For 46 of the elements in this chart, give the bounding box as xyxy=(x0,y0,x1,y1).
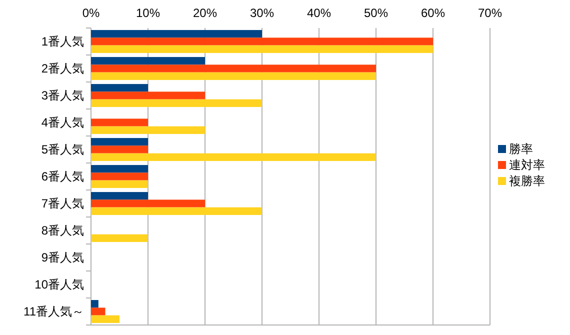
x-tick-label: 60% xyxy=(420,6,446,20)
bar xyxy=(91,153,376,161)
bar xyxy=(91,308,106,316)
bar xyxy=(91,146,148,154)
y-tick-label: 11番人気～ xyxy=(24,304,84,318)
bar xyxy=(91,180,148,188)
bar xyxy=(91,57,205,65)
bar xyxy=(91,99,262,107)
bar xyxy=(91,234,148,242)
legend-label: 連対率 xyxy=(509,158,545,172)
x-tick-label: 10% xyxy=(136,6,160,20)
bar xyxy=(91,172,148,180)
x-tick-label: 0% xyxy=(82,6,100,20)
bar xyxy=(91,118,148,126)
bar xyxy=(91,192,148,200)
bar xyxy=(91,38,433,46)
x-tick-label: 40% xyxy=(306,6,332,20)
y-tick-label: 5番人気 xyxy=(41,142,84,156)
bar xyxy=(91,45,433,53)
y-tick-label: 8番人気 xyxy=(41,224,84,238)
bar xyxy=(91,30,262,38)
y-tick-label: 6番人気 xyxy=(41,170,84,184)
legend-label: 複勝率 xyxy=(509,174,545,188)
bar xyxy=(91,138,148,146)
bar xyxy=(91,84,148,92)
legend-label: 勝率 xyxy=(509,142,533,156)
y-tick-label: 7番人気 xyxy=(41,196,84,210)
bar xyxy=(91,207,262,215)
y-tick-label: 1番人気 xyxy=(41,34,84,48)
x-tick-label: 30% xyxy=(250,6,274,20)
x-tick-label: 20% xyxy=(192,6,218,20)
bar xyxy=(91,300,98,308)
y-tick-label: 2番人気 xyxy=(41,62,84,76)
y-tick-label: 4番人気 xyxy=(41,116,84,130)
bar xyxy=(91,200,205,208)
x-tick-label: 50% xyxy=(364,6,388,20)
y-tick-label: 3番人気 xyxy=(41,88,84,102)
bar xyxy=(91,315,120,323)
bar xyxy=(91,72,376,80)
bar xyxy=(91,64,376,72)
bar xyxy=(91,92,205,100)
bar xyxy=(91,165,148,173)
x-tick-label: 70% xyxy=(478,6,502,20)
y-tick-label: 9番人気 xyxy=(41,250,84,264)
bar xyxy=(91,126,205,134)
y-tick-label: 10番人気 xyxy=(34,278,84,292)
